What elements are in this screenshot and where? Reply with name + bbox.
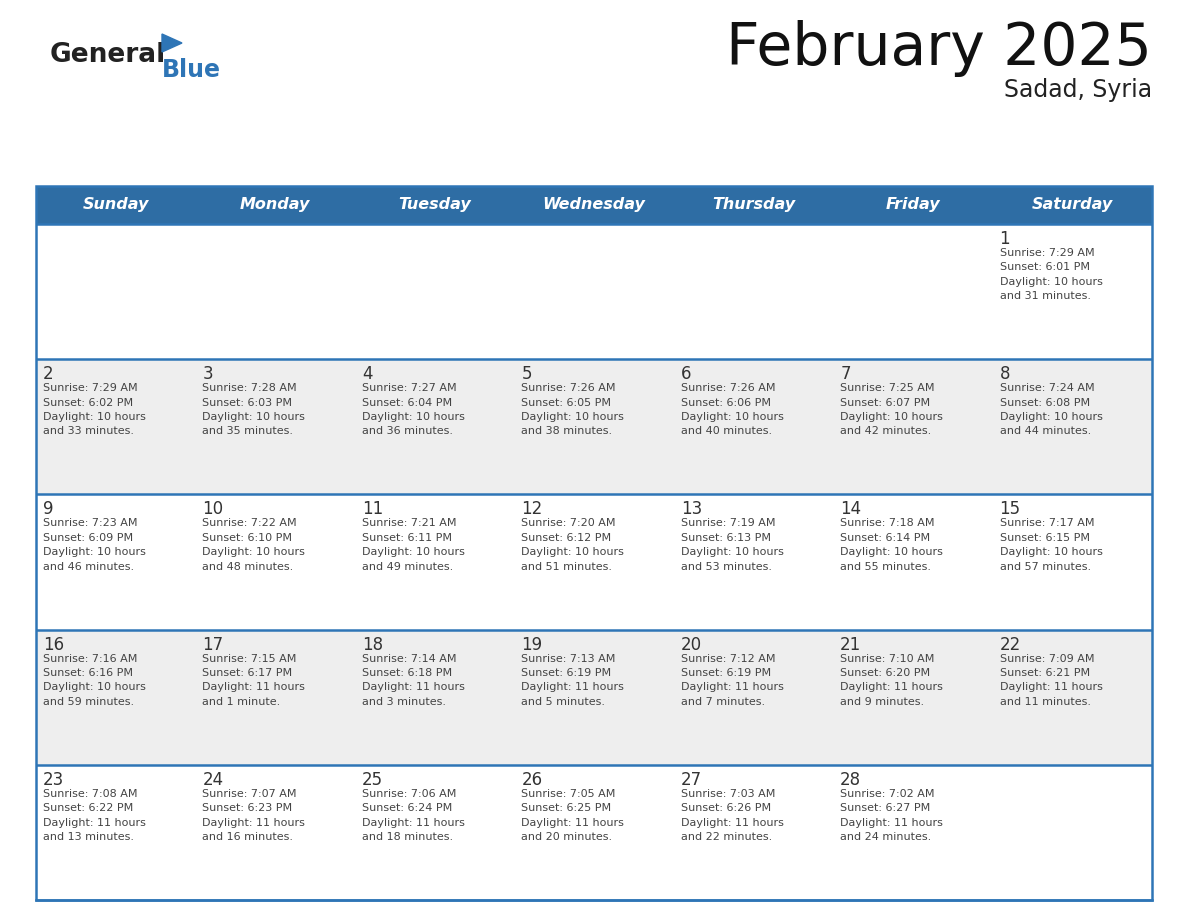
Text: 2: 2 [43,365,53,383]
Text: Thursday: Thursday [712,197,795,212]
Text: 6: 6 [681,365,691,383]
Text: Wednesday: Wednesday [543,197,645,212]
Text: Sunrise: 7:26 AM
Sunset: 6:05 PM
Daylight: 10 hours
and 38 minutes.: Sunrise: 7:26 AM Sunset: 6:05 PM Dayligh… [522,383,624,436]
Bar [36,765,1152,900]
Text: Sadad, Syria: Sadad, Syria [1004,78,1152,102]
Text: Sunrise: 7:27 AM
Sunset: 6:04 PM
Daylight: 10 hours
and 36 minutes.: Sunrise: 7:27 AM Sunset: 6:04 PM Dayligh… [362,383,465,436]
Text: Sunrise: 7:23 AM
Sunset: 6:09 PM
Daylight: 10 hours
and 46 minutes.: Sunrise: 7:23 AM Sunset: 6:09 PM Dayligh… [43,519,146,572]
Text: Sunrise: 7:26 AM
Sunset: 6:06 PM
Daylight: 10 hours
and 40 minutes.: Sunrise: 7:26 AM Sunset: 6:06 PM Dayligh… [681,383,784,436]
Text: General: General [50,42,166,68]
Bar [36,495,1152,630]
Text: 12: 12 [522,500,543,519]
Text: 19: 19 [522,635,543,654]
Text: 23: 23 [43,771,64,789]
Text: Saturday: Saturday [1031,197,1113,212]
Text: 16: 16 [43,635,64,654]
Text: Sunrise: 7:24 AM
Sunset: 6:08 PM
Daylight: 10 hours
and 44 minutes.: Sunrise: 7:24 AM Sunset: 6:08 PM Dayligh… [999,383,1102,436]
Text: Sunrise: 7:16 AM
Sunset: 6:16 PM
Daylight: 10 hours
and 59 minutes.: Sunrise: 7:16 AM Sunset: 6:16 PM Dayligh… [43,654,146,707]
Text: 10: 10 [202,500,223,519]
Text: 7: 7 [840,365,851,383]
Text: Sunrise: 7:25 AM
Sunset: 6:07 PM
Daylight: 10 hours
and 42 minutes.: Sunrise: 7:25 AM Sunset: 6:07 PM Dayligh… [840,383,943,436]
Text: Monday: Monday [240,197,310,212]
Text: 17: 17 [202,635,223,654]
Text: Sunday: Sunday [82,197,148,212]
Text: 14: 14 [840,500,861,519]
Bar [36,359,1152,495]
Text: 26: 26 [522,771,543,789]
Text: 4: 4 [362,365,372,383]
Text: Sunrise: 7:03 AM
Sunset: 6:26 PM
Daylight: 11 hours
and 22 minutes.: Sunrise: 7:03 AM Sunset: 6:26 PM Dayligh… [681,789,784,842]
Text: 3: 3 [202,365,213,383]
Text: Sunrise: 7:09 AM
Sunset: 6:21 PM
Daylight: 11 hours
and 11 minutes.: Sunrise: 7:09 AM Sunset: 6:21 PM Dayligh… [999,654,1102,707]
Text: Sunrise: 7:18 AM
Sunset: 6:14 PM
Daylight: 10 hours
and 55 minutes.: Sunrise: 7:18 AM Sunset: 6:14 PM Dayligh… [840,519,943,572]
Text: 25: 25 [362,771,383,789]
Text: 9: 9 [43,500,53,519]
Text: 8: 8 [999,365,1010,383]
Text: Sunrise: 7:05 AM
Sunset: 6:25 PM
Daylight: 11 hours
and 20 minutes.: Sunrise: 7:05 AM Sunset: 6:25 PM Dayligh… [522,789,624,842]
Bar [36,186,1152,224]
Text: Sunrise: 7:20 AM
Sunset: 6:12 PM
Daylight: 10 hours
and 51 minutes.: Sunrise: 7:20 AM Sunset: 6:12 PM Dayligh… [522,519,624,572]
Text: 5: 5 [522,365,532,383]
Text: Sunrise: 7:29 AM
Sunset: 6:01 PM
Daylight: 10 hours
and 31 minutes.: Sunrise: 7:29 AM Sunset: 6:01 PM Dayligh… [999,248,1102,301]
Text: Sunrise: 7:21 AM
Sunset: 6:11 PM
Daylight: 10 hours
and 49 minutes.: Sunrise: 7:21 AM Sunset: 6:11 PM Dayligh… [362,519,465,572]
Text: 18: 18 [362,635,383,654]
Text: 28: 28 [840,771,861,789]
Text: 21: 21 [840,635,861,654]
Text: 20: 20 [681,635,702,654]
Text: 1: 1 [999,230,1010,248]
Text: Tuesday: Tuesday [398,197,470,212]
Text: Sunrise: 7:28 AM
Sunset: 6:03 PM
Daylight: 10 hours
and 35 minutes.: Sunrise: 7:28 AM Sunset: 6:03 PM Dayligh… [202,383,305,436]
Text: 11: 11 [362,500,383,519]
Text: Sunrise: 7:12 AM
Sunset: 6:19 PM
Daylight: 11 hours
and 7 minutes.: Sunrise: 7:12 AM Sunset: 6:19 PM Dayligh… [681,654,784,707]
Text: Sunrise: 7:29 AM
Sunset: 6:02 PM
Daylight: 10 hours
and 33 minutes.: Sunrise: 7:29 AM Sunset: 6:02 PM Dayligh… [43,383,146,436]
Bar [36,186,1152,900]
Bar [36,224,1152,359]
Text: Sunrise: 7:19 AM
Sunset: 6:13 PM
Daylight: 10 hours
and 53 minutes.: Sunrise: 7:19 AM Sunset: 6:13 PM Dayligh… [681,519,784,572]
Text: Sunrise: 7:08 AM
Sunset: 6:22 PM
Daylight: 11 hours
and 13 minutes.: Sunrise: 7:08 AM Sunset: 6:22 PM Dayligh… [43,789,146,842]
Text: February 2025: February 2025 [726,20,1152,77]
Bar [36,630,1152,765]
Text: Blue: Blue [162,58,221,82]
Text: Sunrise: 7:17 AM
Sunset: 6:15 PM
Daylight: 10 hours
and 57 minutes.: Sunrise: 7:17 AM Sunset: 6:15 PM Dayligh… [999,519,1102,572]
Text: 27: 27 [681,771,702,789]
Text: 24: 24 [202,771,223,789]
Text: Sunrise: 7:14 AM
Sunset: 6:18 PM
Daylight: 11 hours
and 3 minutes.: Sunrise: 7:14 AM Sunset: 6:18 PM Dayligh… [362,654,465,707]
Text: Sunrise: 7:10 AM
Sunset: 6:20 PM
Daylight: 11 hours
and 9 minutes.: Sunrise: 7:10 AM Sunset: 6:20 PM Dayligh… [840,654,943,707]
Polygon shape [162,34,182,52]
Text: Sunrise: 7:13 AM
Sunset: 6:19 PM
Daylight: 11 hours
and 5 minutes.: Sunrise: 7:13 AM Sunset: 6:19 PM Dayligh… [522,654,624,707]
Text: Sunrise: 7:15 AM
Sunset: 6:17 PM
Daylight: 11 hours
and 1 minute.: Sunrise: 7:15 AM Sunset: 6:17 PM Dayligh… [202,654,305,707]
Text: Sunrise: 7:22 AM
Sunset: 6:10 PM
Daylight: 10 hours
and 48 minutes.: Sunrise: 7:22 AM Sunset: 6:10 PM Dayligh… [202,519,305,572]
Text: 15: 15 [999,500,1020,519]
Text: 13: 13 [681,500,702,519]
Text: Friday: Friday [885,197,940,212]
Text: Sunrise: 7:02 AM
Sunset: 6:27 PM
Daylight: 11 hours
and 24 minutes.: Sunrise: 7:02 AM Sunset: 6:27 PM Dayligh… [840,789,943,842]
Text: Sunrise: 7:06 AM
Sunset: 6:24 PM
Daylight: 11 hours
and 18 minutes.: Sunrise: 7:06 AM Sunset: 6:24 PM Dayligh… [362,789,465,842]
Text: Sunrise: 7:07 AM
Sunset: 6:23 PM
Daylight: 11 hours
and 16 minutes.: Sunrise: 7:07 AM Sunset: 6:23 PM Dayligh… [202,789,305,842]
Text: 22: 22 [999,635,1020,654]
